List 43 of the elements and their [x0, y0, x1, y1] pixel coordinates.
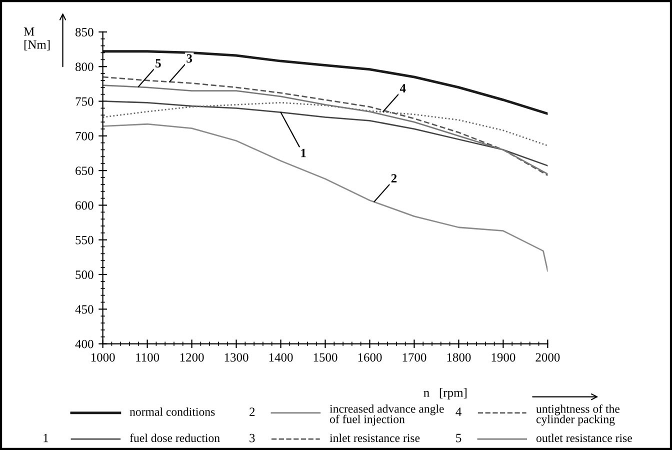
text: 1: [44, 434, 48, 442]
y-tick-label: 800: [76, 62, 94, 72]
line-series: [102, 123, 548, 272]
y-tick-label: 450: [75, 305, 94, 314]
text: 2: [250, 408, 255, 416]
x-axis-title: n [rpm]: [424, 388, 467, 400]
x-tick-label: 1600: [358, 353, 382, 362]
legend-label: normal conditions: [130, 408, 215, 416]
x-tick-label: 1900: [492, 353, 516, 362]
y-axis-title: M [Nm]: [24, 27, 50, 50]
line-series: [102, 102, 548, 146]
annotation: 4: [400, 84, 406, 92]
legend-label: increased advance angle of fuel injection: [330, 404, 444, 426]
y-tick-label: 500: [76, 270, 94, 279]
x-tick-label: 1100: [136, 353, 160, 362]
legend-label: outlet resistance rise: [536, 434, 632, 442]
y-tick-label: 850: [76, 28, 94, 36]
legend-label: untightness of the cylinder packing: [536, 404, 620, 426]
annotation: 5: [156, 59, 161, 68]
x-tick-label: 1500: [314, 353, 338, 362]
x-tick-label: 1000: [91, 353, 115, 362]
x-tick-label: 2000: [536, 353, 560, 362]
line-series: [102, 50, 548, 115]
annotation: 3: [186, 54, 192, 63]
y-tick-label: 650: [76, 166, 94, 176]
x-tick-label: 1300: [224, 353, 248, 362]
y-tick-label: 550: [76, 236, 94, 244]
text: 5: [456, 434, 462, 442]
annotation: 2: [391, 174, 397, 182]
x-tick-label: 1800: [447, 353, 471, 362]
legend-label: inlet resistance rise: [330, 434, 420, 442]
text: 4: [456, 408, 462, 416]
y-tick-label: 750: [76, 97, 94, 106]
x-tick-label: 1200: [180, 353, 204, 362]
y-tick-label: 700: [76, 132, 94, 140]
y-tick-label: 600: [76, 201, 94, 210]
legend-label: fuel dose reduction: [130, 434, 220, 442]
x-tick-label: 1400: [269, 353, 293, 362]
y-tick-label: 400: [75, 340, 94, 348]
annotation: 1: [301, 148, 306, 158]
line-series: [102, 100, 548, 166]
text: 3: [250, 434, 255, 442]
x-tick-label: 1700: [402, 353, 426, 362]
